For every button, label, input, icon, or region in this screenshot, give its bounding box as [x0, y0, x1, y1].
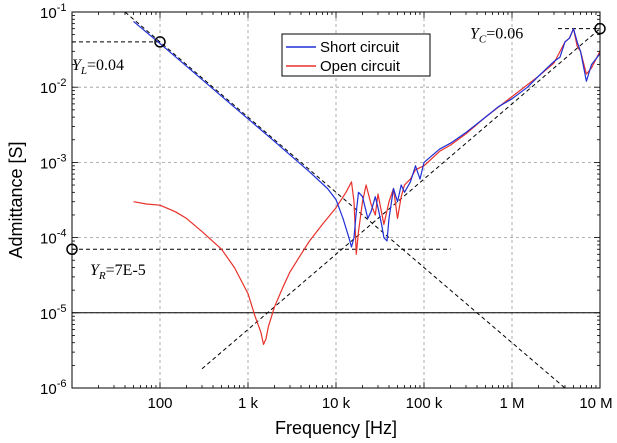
x-tick-label: 100 [147, 395, 172, 412]
y-tick-label: 10-2 [40, 77, 66, 97]
annotation-symbol: Y [90, 262, 101, 279]
annotation-value: =7E-5 [106, 262, 146, 279]
annotation-symbol: Y [72, 57, 83, 74]
legend-label-short-circuit: Short circuit [320, 39, 400, 56]
plot-frame [71, 11, 601, 389]
series-line-short-circuit [133, 20, 600, 248]
y-tick-label: 10-5 [40, 303, 66, 323]
legend-box [281, 33, 431, 77]
y-tick-label: 10-4 [40, 228, 66, 248]
y-tick-mantissa: 10 [40, 306, 57, 323]
y-tick-exponent: -1 [57, 2, 67, 14]
y-tick-mantissa: 10 [40, 80, 57, 97]
y-tick-mantissa: 10 [40, 231, 57, 248]
x-tick-label: 10 k [322, 395, 351, 412]
annotation-label-yr: YR=7E-5 [90, 262, 146, 282]
y-tick-label: 10-3 [40, 152, 66, 172]
y-tick-exponent: -3 [57, 152, 67, 164]
y-tick-exponent: -4 [57, 228, 67, 240]
annotation-value: =0.04 [87, 57, 124, 74]
inductive-asymptote-line [124, 12, 566, 388]
y-tick-mantissa: 10 [40, 155, 57, 172]
annotation-symbol: Y [470, 26, 481, 43]
y-tick-labels: 10-110-210-310-410-510-6 [40, 2, 66, 398]
x-axis-label: Frequency [Hz] [275, 418, 397, 438]
annotation-label-yc: YC=0.06 [470, 26, 523, 46]
x-tick-label: 100 k [406, 395, 443, 412]
annotation-subscript: C [479, 34, 487, 46]
y-tick-label: 10-1 [40, 2, 66, 22]
annotation-label-yl: YL=0.04 [72, 57, 124, 77]
data-series [133, 20, 600, 345]
y-axis-label: Admittance [S] [6, 141, 26, 258]
y-tick-label: 10-6 [40, 378, 66, 398]
y-tick-mantissa: 10 [40, 381, 57, 398]
y-tick-exponent: -2 [57, 77, 67, 89]
x-tick-label: 1 k [238, 395, 259, 412]
x-tick-label: 10 M [579, 395, 612, 412]
y-tick-exponent: -6 [57, 378, 67, 390]
annotation-marker-yl [154, 36, 166, 48]
y-tick-exponent: -5 [57, 303, 67, 315]
annotation-subscript: R [98, 270, 106, 282]
x-tick-labels: 100 1 k 10 k 100 k 1 M 10 M [147, 395, 612, 412]
legend-label-open-circuit: Open circuit [320, 58, 401, 75]
annotation-subscript: L [80, 65, 87, 77]
annotation-value: =0.06 [486, 26, 523, 43]
legend: Short circuit Open circuit [281, 33, 431, 77]
y-tick-mantissa: 10 [40, 5, 57, 22]
x-tick-label: 1 M [499, 395, 524, 412]
